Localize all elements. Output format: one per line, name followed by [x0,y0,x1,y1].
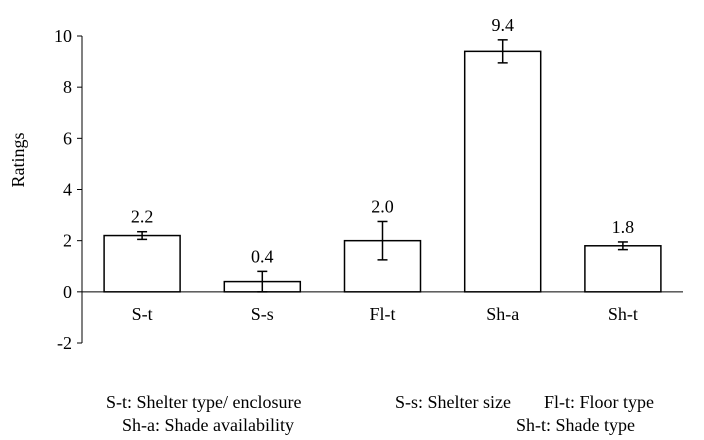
error-bars-group [137,39,628,293]
x-tick-label-Sh-t: Sh-t [608,304,638,324]
legend-item-s-s: S-s: Shelter size [395,392,511,412]
x-tick-label-Sh-a: Sh-a [486,304,519,324]
y-tick-label: 6 [63,128,72,148]
legend-item-sh-t: Sh-t: Shade type [516,415,635,435]
legend-item-s-t: S-t: Shelter type/ enclosure [106,392,302,412]
y-tick-label: 0 [63,282,72,302]
x-tick-label-S-s: S-s [251,304,274,324]
data-label-Sh-t: 1.8 [612,217,635,237]
y-tick-label: 10 [54,26,72,46]
x-tick-label-Fl-t: Fl-t [369,304,395,324]
bar-S-t [103,234,181,293]
y-tick-label: 8 [63,77,72,97]
data-label-Fl-t: 2.0 [371,196,394,216]
data-label-S-t: 2.2 [131,207,154,227]
y-tick-label: 2 [63,231,72,251]
x-tick-label-S-t: S-t [132,304,153,324]
data-label-Sh-a: 9.4 [491,15,514,35]
y-tick-label: 4 [63,180,72,200]
bar-Sh-a [463,50,542,293]
y-axis-ticks: -2 0 2 4 6 8 10 [54,26,82,353]
y-tick-label: -2 [57,333,72,353]
bar-Sh-t [584,245,662,293]
x-tick-labels-group: S-t S-s Fl-t Sh-a Sh-t [132,304,638,324]
y-axis-label: Ratings [8,132,28,187]
legend-item-sh-a: Sh-a: Shade availability [122,415,294,435]
data-label-S-s: 0.4 [251,246,274,266]
legend-item-fl-t: Fl-t: Floor type [544,392,655,412]
data-labels-group: 2.2 0.4 2.0 9.4 1.8 [131,15,634,267]
